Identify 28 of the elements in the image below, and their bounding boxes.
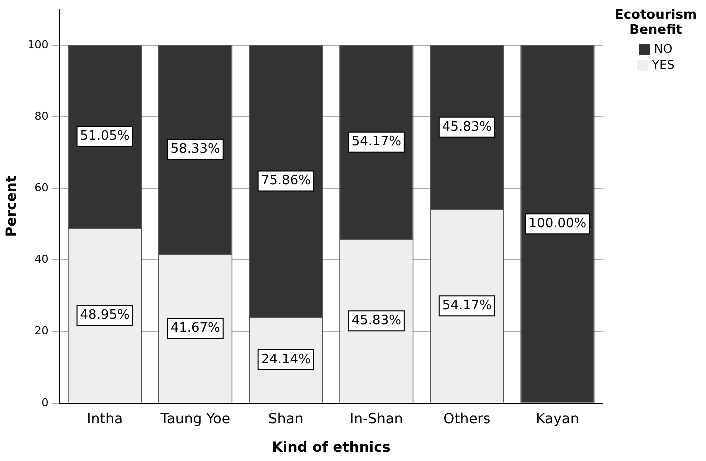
data-label: 45.83% <box>442 120 492 135</box>
x-tick-label: In-Shan <box>350 411 404 428</box>
data-label: 51.05% <box>80 129 130 144</box>
y-tick-label: 80 <box>34 110 49 123</box>
data-label: 100.00% <box>528 216 587 232</box>
x-tick-label: Shan <box>268 411 304 428</box>
x-tick-label: Intha <box>87 411 124 428</box>
data-label: 24.14% <box>261 352 311 368</box>
data-label: 54.17% <box>442 298 492 314</box>
data-label: 41.67% <box>170 320 220 336</box>
x-tick-label: Taung Yoe <box>160 411 230 428</box>
y-tick-label: 100 <box>28 38 49 52</box>
x-axis-title: Kind of ethnics <box>272 440 391 456</box>
data-label: 45.83% <box>352 313 402 328</box>
legend-label: NO <box>654 42 673 56</box>
y-tick-label: 40 <box>34 253 49 266</box>
x-tick-label: Kayan <box>536 411 580 428</box>
data-label: 48.95% <box>80 308 130 323</box>
legend-title: Ecotourism Benefit <box>614 8 698 38</box>
data-label: 75.86% <box>261 174 311 189</box>
legend-label: YES <box>652 58 675 72</box>
y-tick-label: 20 <box>34 324 49 338</box>
y-tick-label: 60 <box>34 181 49 194</box>
x-tick-label: Others <box>444 411 491 428</box>
y-tick-label: 0 <box>42 396 49 410</box>
y-axis-title: Percent <box>4 176 20 238</box>
data-label: 58.33% <box>170 142 220 158</box>
data-label: 54.17% <box>352 134 402 150</box>
